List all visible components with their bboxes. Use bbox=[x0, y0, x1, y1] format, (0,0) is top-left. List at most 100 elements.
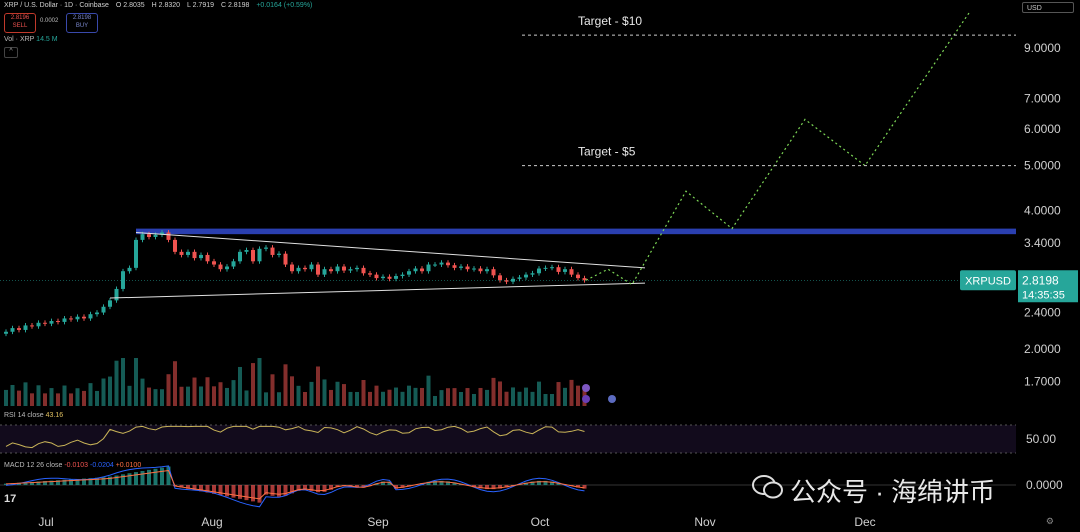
macd-histogram-bar bbox=[335, 485, 340, 488]
open-value: O 2.8035 bbox=[115, 2, 145, 9]
macd-histogram-bar bbox=[95, 477, 99, 485]
volume-bar bbox=[82, 390, 86, 406]
macd-label: MACD 12 26 close bbox=[4, 462, 63, 469]
candle-body bbox=[446, 262, 450, 266]
macd-histogram-bar bbox=[387, 481, 392, 485]
macd-histogram-bar bbox=[452, 482, 457, 485]
volume-bar bbox=[465, 388, 470, 406]
macd-histogram-bar bbox=[75, 478, 80, 485]
event-icon bbox=[582, 395, 590, 403]
settings-gear-icon[interactable]: ⚙ bbox=[1045, 516, 1054, 526]
volume-bar bbox=[244, 390, 249, 406]
macd-histogram-bar bbox=[121, 474, 125, 485]
high-value: H 2.8320 bbox=[151, 2, 181, 9]
macd-histogram-bar bbox=[381, 481, 385, 485]
candle-body bbox=[212, 261, 216, 265]
candle-body bbox=[498, 275, 502, 281]
macd-histogram-bar bbox=[238, 485, 242, 499]
candle-body bbox=[569, 269, 574, 275]
volume-bar bbox=[504, 391, 509, 406]
macd-histogram-bar bbox=[225, 485, 229, 497]
candle-body bbox=[537, 268, 541, 274]
sell-button[interactable]: 2.8196 SELL bbox=[4, 13, 36, 33]
candle-body bbox=[257, 248, 262, 262]
resistance-zone bbox=[136, 228, 1016, 235]
volume-bar bbox=[303, 392, 307, 406]
volume-bar bbox=[160, 389, 164, 406]
macd-histogram-bar bbox=[309, 485, 314, 492]
volume-bar bbox=[127, 385, 132, 406]
candle-body bbox=[231, 261, 236, 267]
candle-body bbox=[114, 288, 119, 301]
candle-body bbox=[225, 266, 229, 270]
overlay-layer: Target - $10 Target - $5 XRPUSD 2.8198 14:35… bbox=[0, 11, 1078, 403]
macd-histogram-bar bbox=[485, 485, 489, 490]
y-tick-label: 4.0000 bbox=[1024, 203, 1061, 217]
macd-histogram-bar bbox=[446, 481, 450, 485]
x-tick-label: Jul bbox=[38, 515, 53, 529]
candle-body bbox=[348, 269, 353, 271]
target-label: Target - $5 bbox=[578, 145, 636, 159]
macd-signal-line bbox=[5, 469, 585, 500]
buy-label: BUY bbox=[75, 23, 89, 29]
macd-histogram-bar bbox=[257, 485, 262, 503]
volume-bar bbox=[381, 391, 385, 406]
candle-body bbox=[361, 267, 366, 274]
volume-bar bbox=[36, 385, 41, 406]
resistance-band-layer bbox=[136, 228, 1016, 235]
volume-bar bbox=[10, 384, 15, 406]
y-tick-label: 1.7000 bbox=[1024, 375, 1061, 389]
macd-histogram-bar bbox=[244, 485, 249, 501]
volume-bar bbox=[62, 385, 67, 406]
candle-body bbox=[270, 247, 275, 255]
symbol-title[interactable]: XRP / U.S. Dollar · 1D · Coinbase bbox=[4, 2, 109, 9]
volume-bar bbox=[543, 393, 548, 406]
x-tick-label: Oct bbox=[531, 515, 550, 529]
macd-histogram-bar bbox=[264, 485, 268, 495]
watermark-text: 公众号 · 海绵讲币 bbox=[790, 477, 996, 507]
macd-histogram-bar bbox=[166, 466, 171, 485]
candle-body bbox=[550, 267, 554, 269]
change-value: +0.0164 (+0.59%) bbox=[256, 2, 313, 9]
buy-button[interactable]: 2.8198 BUY bbox=[66, 13, 98, 33]
rsi-value: 43.16 bbox=[45, 412, 64, 419]
collapse-icon[interactable]: ^ bbox=[4, 47, 18, 58]
volume-bar bbox=[563, 387, 567, 406]
candle-body bbox=[251, 250, 255, 262]
target-label: Target - $10 bbox=[578, 14, 642, 28]
candle-body bbox=[452, 265, 457, 268]
volume-bar bbox=[394, 387, 398, 406]
y-tick-label: 3.4000 bbox=[1024, 236, 1061, 250]
volume-bar bbox=[368, 391, 372, 406]
close-value: C 2.8198 bbox=[220, 2, 250, 9]
volume-bar bbox=[140, 378, 145, 406]
macd-histogram-bar bbox=[147, 469, 151, 485]
macd-histogram-bar bbox=[504, 485, 509, 488]
volume-bar bbox=[231, 380, 236, 406]
axis-layer: 9.0000 7.0000 6.0000 5.0000 4.0000 3.4000 2.40… bbox=[38, 41, 1061, 529]
macd-histogram-bar bbox=[439, 480, 444, 485]
volume-bar bbox=[186, 386, 190, 406]
triangle-lower-line bbox=[109, 282, 646, 299]
candle-body bbox=[277, 253, 281, 255]
volume-bar bbox=[361, 380, 366, 406]
candle-body bbox=[309, 264, 314, 270]
projection-path bbox=[585, 11, 971, 286]
volume-bar bbox=[30, 393, 34, 406]
macd-histogram-bar bbox=[30, 481, 34, 485]
symbol-tag bbox=[960, 270, 1016, 291]
macd-histogram-bar bbox=[43, 481, 47, 485]
volume-bar bbox=[225, 387, 229, 406]
candle-body bbox=[394, 276, 398, 279]
candle-body bbox=[238, 251, 242, 262]
volume-bar bbox=[290, 376, 294, 406]
candle-body bbox=[205, 254, 210, 262]
macd-histogram-bar bbox=[322, 485, 327, 492]
macd-histogram-bar bbox=[296, 485, 301, 491]
candle-body bbox=[576, 274, 580, 279]
volume-bar bbox=[56, 393, 60, 406]
candle-body bbox=[407, 271, 411, 275]
currency-select[interactable]: USD bbox=[1022, 2, 1074, 13]
candle-body bbox=[4, 331, 8, 334]
